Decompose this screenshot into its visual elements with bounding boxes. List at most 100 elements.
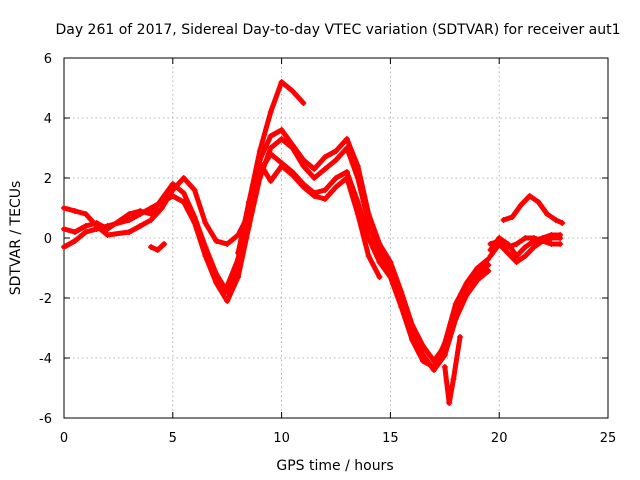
data-point-marker (256, 148, 263, 154)
data-point-marker (557, 235, 564, 241)
x-tick-label: 5 (169, 431, 177, 446)
y-tick-label: -2 (39, 292, 52, 307)
x-tick-label: 25 (600, 431, 617, 446)
data-point-marker (137, 211, 144, 217)
x-axis-label: GPS time / hours (276, 458, 393, 474)
data-point-marker (311, 175, 318, 181)
data-point-marker (169, 181, 176, 187)
data-point-marker (522, 244, 529, 250)
series-track-7 (441, 334, 464, 406)
data-point-marker (322, 166, 329, 172)
series-line (61, 127, 491, 364)
data-point-marker (485, 262, 492, 268)
data-point-marker (158, 205, 165, 211)
data-point-marker (289, 145, 296, 151)
series-track-6 (148, 241, 168, 253)
series-line (61, 151, 491, 370)
data-point-marker (300, 184, 307, 190)
data-point-marker (71, 229, 78, 235)
data-point-marker (552, 217, 559, 223)
y-tick-label: 2 (44, 172, 52, 187)
data-point-marker (544, 211, 551, 217)
data-point-marker (148, 211, 155, 217)
data-point-marker (365, 253, 372, 259)
data-point-marker (278, 79, 285, 85)
x-tick-label: 15 (382, 431, 399, 446)
data-point-marker (289, 172, 296, 178)
data-point-marker (224, 298, 231, 304)
data-point-marker (504, 241, 511, 247)
data-point-marker (148, 244, 155, 250)
data-point-marker (548, 235, 555, 241)
data-point-marker (354, 211, 361, 217)
data-point-marker (126, 229, 133, 235)
data-point-marker (245, 199, 252, 205)
data-point-marker (235, 250, 242, 256)
data-point-marker (278, 127, 285, 133)
data-point-marker (531, 244, 538, 250)
data-point-marker (548, 241, 555, 247)
data-point-marker (148, 205, 155, 211)
data-point-marker (474, 277, 481, 283)
data-point-marker (522, 235, 529, 241)
data-point-marker (526, 193, 533, 199)
data-point-marker (148, 217, 155, 223)
data-point-marker (311, 166, 318, 172)
y-tick-label: 0 (44, 232, 52, 247)
data-point-marker (387, 259, 394, 265)
data-point-marker (354, 175, 361, 181)
y-tick-label: 6 (44, 52, 52, 67)
y-axis-label: SDTVAR / TECUs (8, 181, 24, 296)
data-point-marker (191, 187, 198, 193)
data-point-marker (343, 145, 350, 151)
data-point-marker (82, 223, 89, 229)
y-tick-label: -4 (39, 352, 52, 367)
data-point-marker (104, 232, 111, 238)
data-point-marker (333, 157, 339, 163)
data-point-marker (365, 235, 372, 241)
data-point-marker (450, 376, 457, 382)
y-tick-label: 4 (44, 112, 52, 127)
data-point-marker (126, 217, 133, 223)
data-point-marker (474, 265, 481, 271)
data-point-marker (513, 259, 520, 265)
series-track-11 (487, 235, 564, 265)
data-point-marker (180, 190, 187, 196)
data-point-marker (311, 193, 318, 199)
data-point-marker (517, 202, 524, 208)
data-point-marker (457, 334, 464, 340)
data-point-marker (376, 259, 383, 265)
data-point-marker (535, 199, 542, 205)
data-point-marker (126, 211, 133, 217)
x-tick-label: 0 (60, 431, 68, 446)
data-point-marker (61, 226, 67, 232)
data-point-marker (154, 247, 161, 253)
x-tick-label: 20 (491, 431, 508, 446)
data-point-marker (278, 163, 285, 169)
data-point-marker (333, 175, 339, 181)
data-point-marker (441, 340, 448, 346)
data-point-marker (71, 238, 78, 244)
data-point-marker (235, 256, 242, 262)
series-track-1 (61, 127, 492, 364)
data-point-marker (161, 241, 168, 247)
data-point-marker (289, 88, 296, 94)
data-point-marker (376, 274, 383, 280)
data-point-marker (300, 100, 307, 106)
data-point-marker (409, 337, 416, 343)
data-point-marker (267, 145, 274, 151)
data-point-marker (278, 136, 285, 142)
series-track-2 (61, 136, 492, 373)
data-point-marker (539, 238, 546, 244)
data-point-marker (61, 205, 67, 211)
data-point-marker (322, 196, 329, 202)
data-point-marker (180, 175, 187, 181)
data-point-marker (487, 253, 494, 259)
data-point-marker (71, 208, 78, 214)
data-point-marker (343, 136, 350, 142)
data-point-marker (559, 220, 566, 226)
data-point-marker (61, 244, 67, 250)
data-point-marker (496, 235, 503, 241)
data-point-marker (504, 250, 511, 256)
